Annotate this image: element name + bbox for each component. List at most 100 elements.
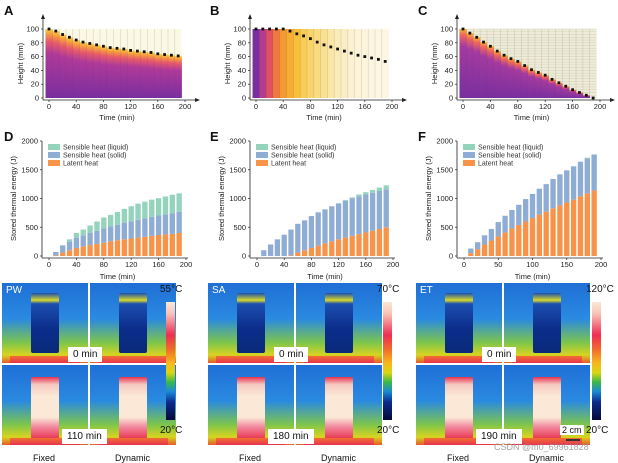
melt-column — [507, 58, 515, 98]
y-tick-label: 1500 — [436, 165, 453, 174]
bar-sensible-heat-liquid — [135, 203, 141, 220]
x-tick-label: 80 — [307, 260, 315, 269]
melt-column — [569, 89, 577, 98]
bar-sensible-heat-solid — [536, 188, 543, 215]
chart-d — [40, 140, 188, 260]
height-point — [115, 46, 119, 50]
height-point — [88, 42, 92, 45]
y-axis-label: Height (mm) — [223, 42, 232, 84]
y-tick-label: 60 — [445, 52, 453, 61]
melt-column — [86, 43, 94, 98]
y-tick-label: 80 — [445, 38, 453, 47]
x-tick-label: 80 — [306, 102, 314, 111]
height-point — [571, 88, 574, 92]
colorbar-min-label: 20°C — [160, 425, 183, 436]
bar-sensible-heat-solid — [121, 222, 128, 240]
chart-c — [455, 14, 615, 102]
x-tick-label: 0 — [255, 260, 259, 269]
legend-label: Sensible heat (liquid) — [63, 145, 128, 152]
bar-sensible-heat-solid — [570, 166, 577, 200]
melt-column — [320, 29, 328, 98]
bar-sensible-heat-solid — [301, 220, 308, 251]
height-point — [68, 35, 71, 39]
y-tick-label: 100 — [26, 25, 39, 34]
bar-sensible-heat-liquid — [114, 212, 121, 225]
x-tick-label: 40 — [280, 260, 288, 269]
y-axis-label: Height (mm) — [16, 42, 25, 84]
bar-sensible-heat-liquid — [149, 199, 155, 217]
melted-cylinder — [119, 377, 147, 439]
melt-column — [93, 44, 101, 98]
bar-sensible-heat-solid — [176, 211, 182, 233]
bar-sensible-heat-solid — [349, 198, 355, 236]
y-tick-label: 500 — [233, 223, 246, 232]
melt-column — [521, 65, 529, 98]
melt-column — [541, 75, 549, 98]
height-point — [461, 27, 465, 31]
melt-column — [66, 37, 74, 98]
bar-sensible-heat-solid — [529, 193, 536, 219]
y-tick-label: 0 — [242, 252, 246, 261]
bar-sensible-heat-solid — [101, 228, 107, 243]
bar-sensible-heat-solid — [169, 213, 175, 234]
bar-latent-heat — [383, 227, 389, 256]
bar-latent-heat — [135, 237, 141, 256]
height-point — [356, 53, 360, 57]
bar-latent-heat — [128, 238, 134, 256]
bar-sensible-heat-solid — [149, 216, 155, 236]
bar-sensible-heat-solid — [288, 229, 294, 256]
bar-sensible-heat-solid — [475, 242, 481, 250]
bar-latent-heat — [475, 249, 481, 256]
heater-plate — [304, 438, 374, 445]
height-point — [136, 49, 139, 53]
melted-cylinder — [237, 377, 265, 439]
bar-latent-heat — [536, 214, 543, 256]
melt-column — [473, 37, 481, 98]
x-axis-label: Time (min) — [99, 113, 135, 122]
height-point — [142, 50, 146, 54]
bar-sensible-heat-solid — [322, 209, 328, 244]
melt-column — [140, 51, 148, 98]
temperature-colorbar — [383, 302, 392, 420]
melt-column — [279, 29, 287, 98]
y-tick-label: 40 — [31, 66, 39, 75]
y-tick-label: 0 — [242, 94, 246, 103]
heater-plate — [424, 438, 494, 445]
panel-letter-c: C — [418, 3, 428, 18]
time-label-initial: 0 min — [482, 347, 517, 362]
time-label-initial: 0 min — [68, 347, 103, 362]
x-tick-label: 80 — [99, 102, 107, 111]
legend-swatch — [256, 160, 268, 166]
bar-sensible-heat-liquid — [101, 217, 107, 229]
heater-plate — [216, 438, 286, 445]
height-point — [591, 96, 595, 100]
bar-latent-heat — [584, 193, 590, 256]
solid-cylinder — [533, 293, 561, 353]
bar-sensible-heat-solid — [577, 161, 584, 197]
legend-label: Latent heat — [478, 161, 513, 168]
bar-sensible-heat-solid — [369, 192, 376, 231]
y-tick-label: 100 — [440, 25, 453, 34]
melt-column — [500, 55, 508, 98]
solid-cylinder — [119, 293, 147, 353]
melted-cylinder — [445, 377, 473, 439]
heater-plate — [304, 356, 374, 363]
legend-label: Sensible heat (solid) — [478, 153, 541, 160]
melt-column — [528, 69, 536, 98]
legend-swatch — [463, 160, 475, 166]
height-point — [343, 49, 346, 53]
height-point — [47, 27, 51, 31]
melt-column — [52, 31, 60, 98]
bar-latent-heat — [335, 239, 342, 256]
height-point — [329, 45, 333, 49]
melt-column — [147, 52, 155, 98]
melt-column — [273, 29, 281, 98]
bar-latent-heat — [349, 235, 355, 256]
height-point — [502, 53, 506, 57]
melt-column — [134, 51, 142, 98]
y-axis-label: Stored thermal energy (J) — [217, 155, 226, 241]
melt-column — [252, 29, 260, 98]
height-point — [81, 40, 85, 44]
x-tick-label: 40 — [72, 102, 80, 111]
